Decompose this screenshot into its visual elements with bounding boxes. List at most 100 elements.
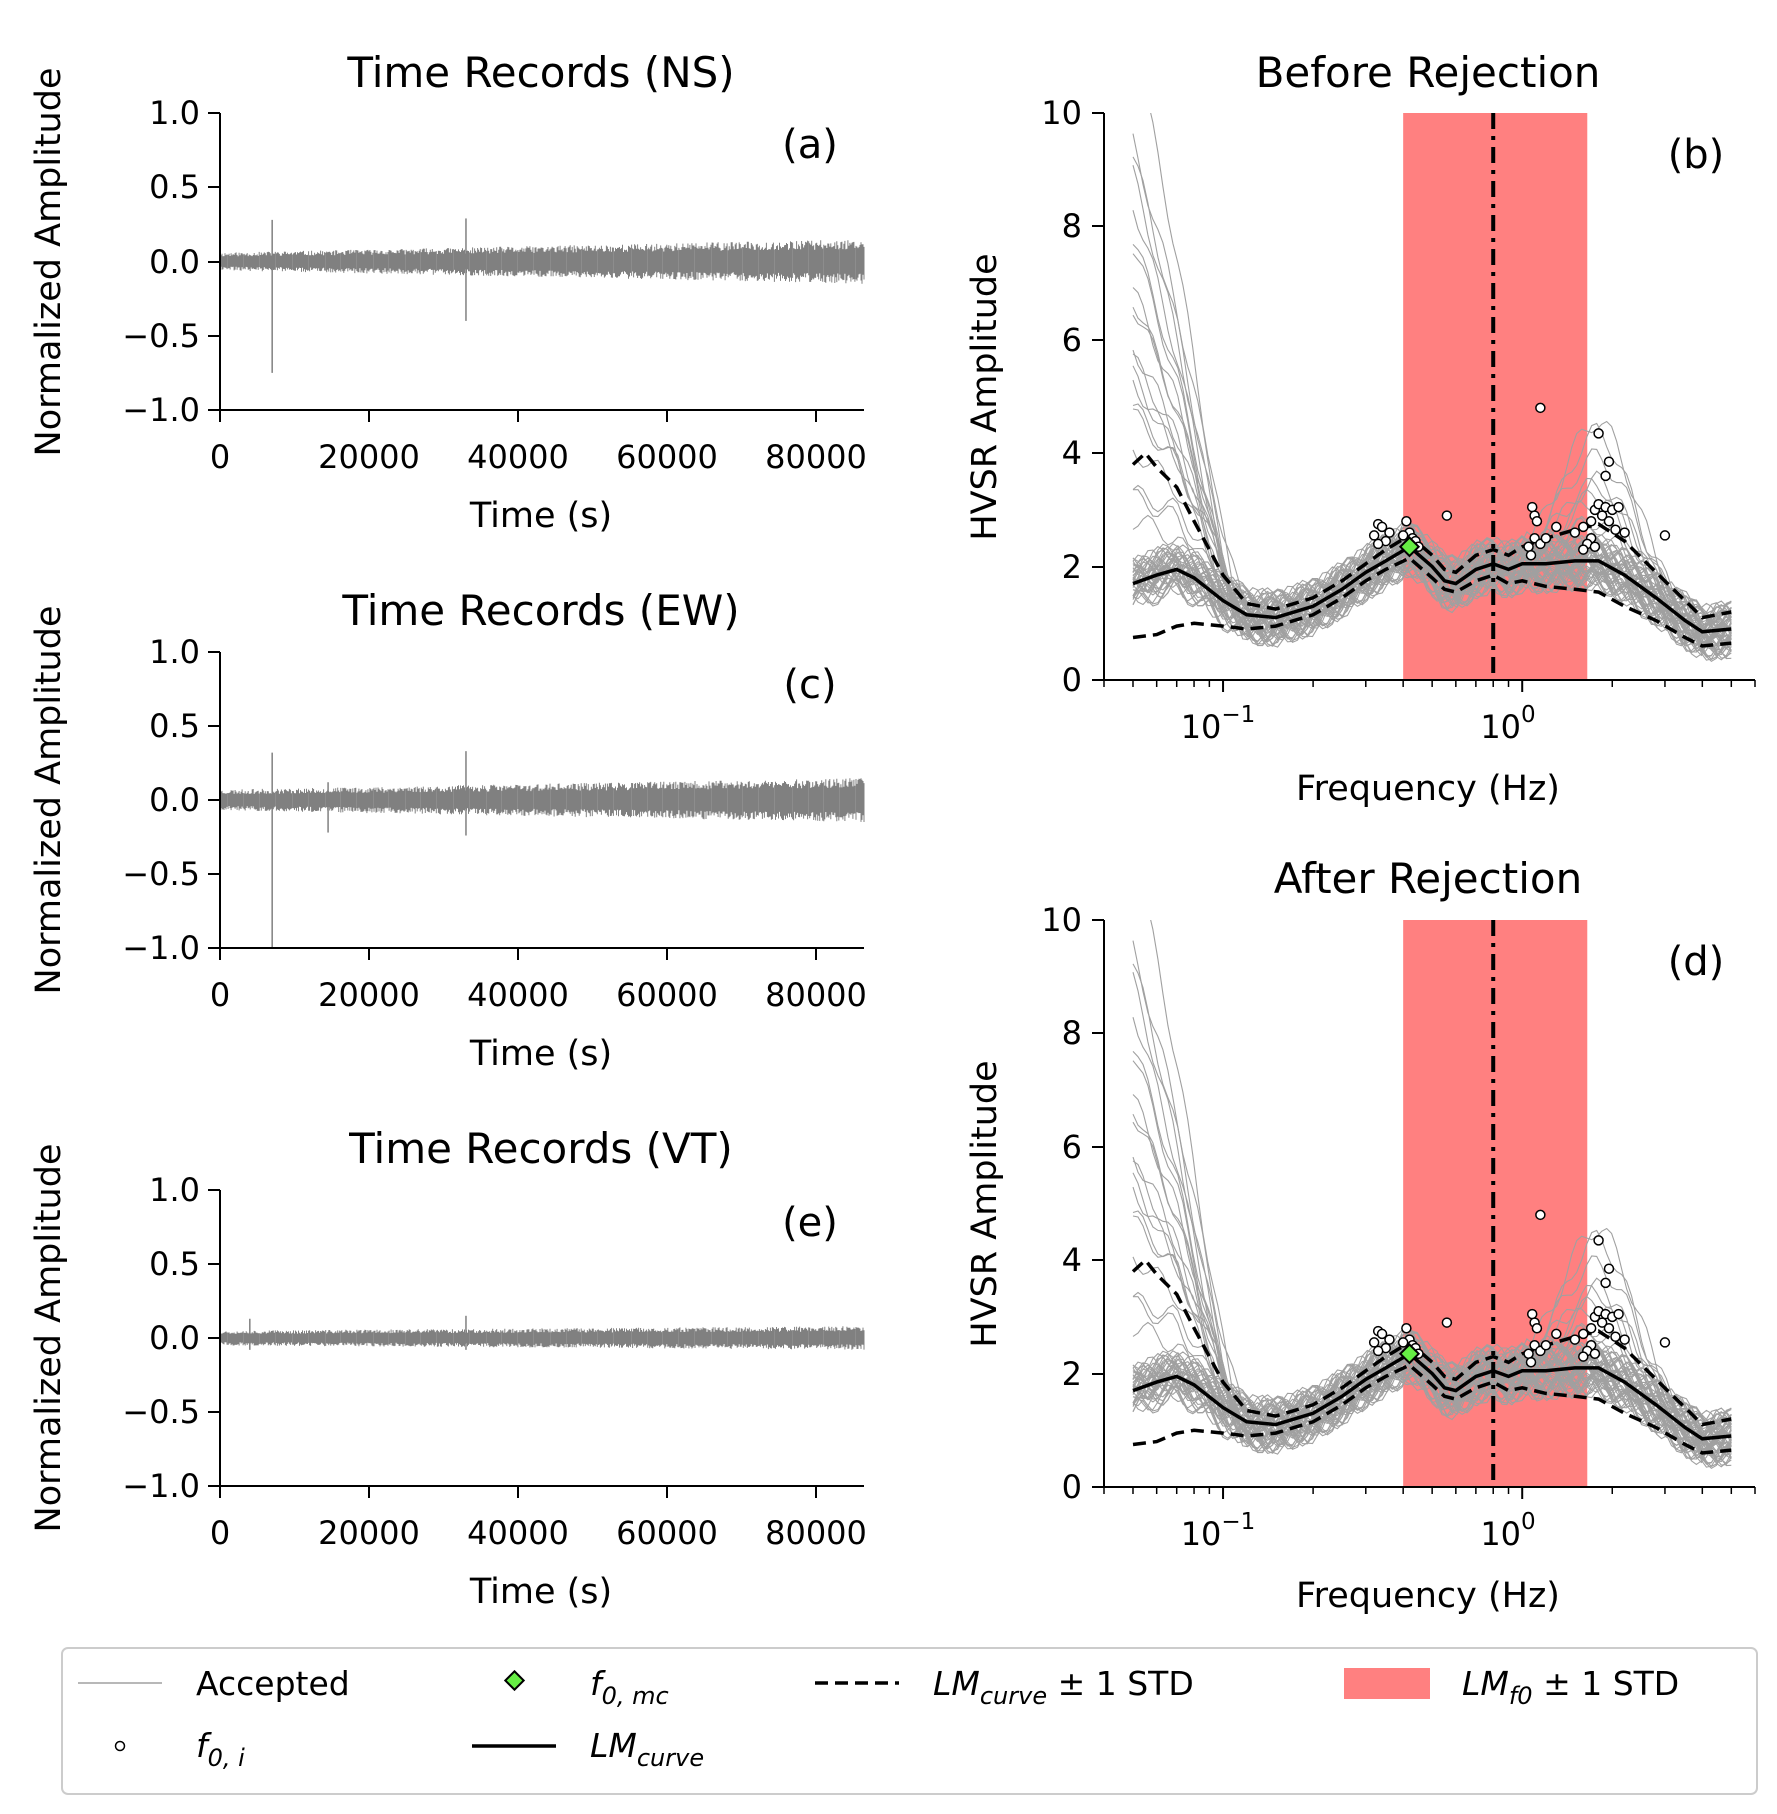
- legend-accepted: Accepted: [196, 1664, 350, 1703]
- lm-curve-minus-std: [1132, 1363, 1732, 1455]
- panel-e-xtick: 80000: [765, 1514, 867, 1552]
- panel-a-ytick: −1.0: [122, 391, 200, 429]
- panel-e-ytick: 1.0: [149, 1171, 200, 1209]
- f0-i-marker: [1600, 1277, 1611, 1289]
- panel-c-title: Time Records (EW): [341, 586, 739, 635]
- f0-i-marker: [1596, 1317, 1608, 1328]
- f0-mc-marker: [1398, 1343, 1421, 1365]
- f0-i-marker: [1531, 515, 1543, 527]
- panel-e-title: Time Records (VT): [348, 1124, 733, 1173]
- f0-i-marker: [1619, 1334, 1630, 1345]
- legend-lmcurve: LMcurve: [590, 1726, 704, 1772]
- panel-a-ytick: 1.0: [149, 94, 200, 132]
- lm-curve: [1132, 544, 1732, 634]
- panel-b-ytick: 10: [1041, 94, 1082, 132]
- f0-i-marker: [1535, 1209, 1546, 1221]
- lm-curve-minus-std: [1132, 556, 1732, 648]
- legend-lmf0: LMf0 ± 1 STD: [1462, 1664, 1679, 1710]
- f0-i-marker: [1401, 1322, 1412, 1334]
- f0-i-marker: [1384, 1334, 1395, 1345]
- panel-e-xtick: 0: [210, 1514, 230, 1552]
- panel-c-xtick: 20000: [318, 976, 420, 1014]
- f0-i-marker: [1531, 1322, 1543, 1334]
- accepted-window-curve: [1132, 1334, 1732, 1429]
- f0-i-marker: [1523, 541, 1534, 553]
- lm-curve: [1132, 1351, 1732, 1441]
- panel-b-xlabel: Frequency (Hz): [1296, 769, 1560, 809]
- panel-d-xtick-0: 10−1: [1181, 1509, 1256, 1553]
- f0-i-marker: [1397, 1337, 1409, 1348]
- panel-d-ytick: 4: [1062, 1241, 1082, 1279]
- legend-frame: [61, 1647, 1758, 1795]
- f0-i-marker: [1384, 527, 1395, 538]
- panel-d-ytick: 0: [1062, 1468, 1082, 1506]
- f0-i-marker: [1525, 550, 1537, 561]
- accepted-window-curve: [1132, 548, 1732, 647]
- f0-i-marker: [1603, 515, 1615, 527]
- panel-d-ytick: 10: [1041, 901, 1082, 939]
- legend-lmcurve-std: LMcurve ± 1 STD: [933, 1664, 1194, 1710]
- time-trace-noise: [219, 778, 865, 822]
- panel-b-ytick: 4: [1062, 434, 1082, 472]
- legend-lmf0-swatch: [1344, 1668, 1430, 1699]
- panel-e-ytick: 0.5: [149, 1245, 200, 1283]
- panel-e-ytick: −0.5: [122, 1393, 200, 1431]
- panel-d-xlabel: Frequency (Hz): [1296, 1576, 1560, 1616]
- panel-e-ytick: −1.0: [122, 1467, 200, 1505]
- panel-e-xlabel: Time (s): [469, 1572, 612, 1612]
- panel-d-xtick-1: 100: [1480, 1509, 1535, 1553]
- accepted-window-curve: [1132, 527, 1732, 632]
- panel-d-title: After Rejection: [1274, 854, 1582, 903]
- f0-i-marker: [1613, 501, 1624, 513]
- panel-c-ytick: −1.0: [122, 929, 200, 967]
- f0-i-marker: [1525, 1357, 1537, 1368]
- f0-mc-marker: [1398, 536, 1421, 558]
- accepted-window-curve: [1132, 1354, 1732, 1458]
- panel-b-xtick-0: 10−1: [1181, 702, 1256, 746]
- panel-b-label: (b): [1668, 132, 1725, 178]
- f0-i-marker: [1441, 510, 1453, 521]
- panel-a-ytick: −0.5: [122, 317, 200, 355]
- f0-i-marker: [1540, 1340, 1552, 1351]
- panel-a-xtick: 20000: [318, 438, 420, 476]
- f0-i-marker: [1376, 1328, 1388, 1340]
- panel-b: Before Rejection (b) HVSR Amplitude Freq…: [965, 48, 1756, 809]
- f0-i-marker: [1578, 521, 1589, 533]
- panel-b-ytick: 2: [1062, 548, 1082, 586]
- panel-b-ytick: 8: [1062, 207, 1082, 245]
- panel-d-plot: [1131, 920, 1732, 1487]
- panel-a-title: Time Records (NS): [346, 48, 734, 97]
- panel-e-axes: [208, 1189, 864, 1498]
- panel-d-ytick: 6: [1062, 1128, 1082, 1166]
- panel-d-label: (d): [1668, 939, 1725, 985]
- f0-i-marker: [1578, 1351, 1589, 1362]
- accepted-window-curve: [1132, 547, 1732, 651]
- panel-c-ylabel: Normalized Amplitude: [29, 606, 69, 995]
- panel-d-ytick: 8: [1062, 1014, 1082, 1052]
- f0-i-marker: [1578, 1328, 1589, 1340]
- f0-i-marker: [1368, 530, 1380, 541]
- panel-c-axes: [208, 651, 864, 960]
- panel-e-trace: [219, 1315, 865, 1350]
- panel-c-xlabel: Time (s): [469, 1034, 612, 1074]
- accepted-window-curve: [1132, 1355, 1732, 1454]
- panel-d-ytick: 2: [1062, 1355, 1082, 1393]
- f0-i-marker: [1372, 538, 1384, 550]
- f0-i-marker: [1603, 456, 1615, 467]
- panel-a: Time Records (NS) (a) Normalized Amplitu…: [29, 48, 867, 536]
- f0-i-marker: [1376, 521, 1388, 533]
- f0-i-marker: [1441, 1317, 1453, 1328]
- accepted-window-curve: [1132, 1348, 1732, 1447]
- panel-c-ytick: 0.0: [149, 781, 200, 819]
- accepted-window-curve: [1132, 532, 1732, 630]
- f0-i-marker: [1596, 510, 1608, 521]
- panel-a-axes: [208, 112, 864, 422]
- panel-c: Time Records (EW) (c) Normalized Amplitu…: [29, 586, 867, 1074]
- f0-i-marker: [1368, 1337, 1380, 1348]
- panel-b-title: Before Rejection: [1256, 48, 1601, 97]
- panel-c-ytick: −0.5: [122, 855, 200, 893]
- accepted-window-curve: [1132, 1339, 1732, 1437]
- panel-e: Time Records (VT) (e) Normalized Amplitu…: [29, 1124, 867, 1612]
- panel-c-xtick: 40000: [467, 976, 569, 1014]
- f0-i-marker: [1613, 1308, 1624, 1320]
